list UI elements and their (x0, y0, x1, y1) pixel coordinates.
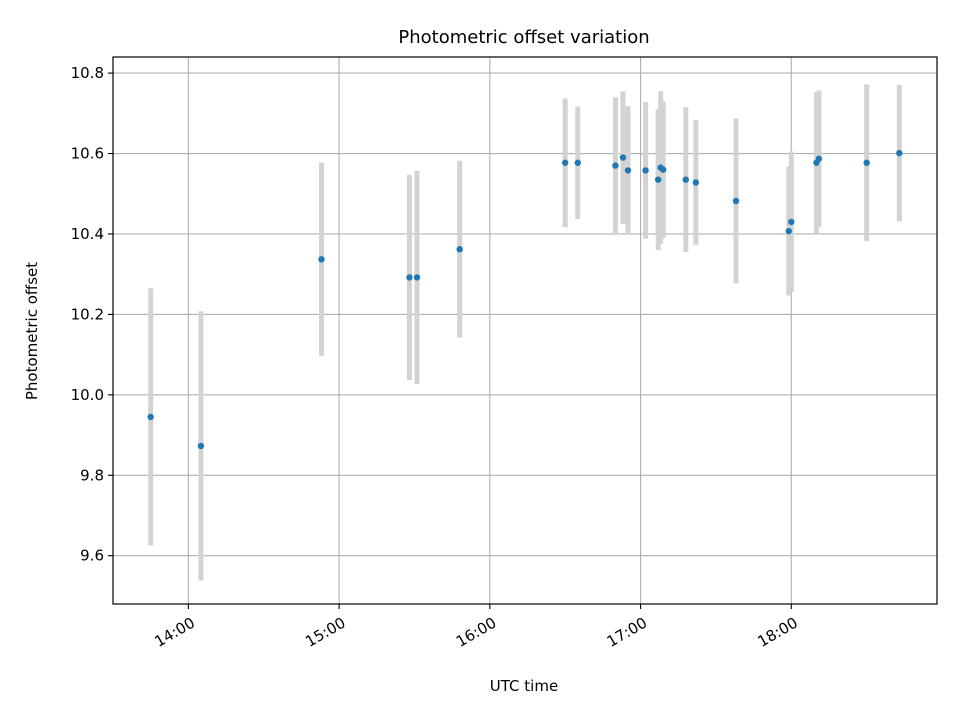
data-point (574, 159, 581, 166)
data-point (815, 155, 823, 162)
y-tick-label: 10.0 (71, 386, 104, 404)
y-axis-label: Photometric offset (23, 262, 41, 400)
x-tick-label: 17:00 (604, 614, 650, 651)
data-point (863, 159, 870, 166)
chart-title: Photometric offset variation (398, 27, 649, 48)
x-tick-label: 18:00 (754, 614, 800, 651)
data-point (619, 154, 627, 161)
y-tick-label: 10.2 (71, 305, 104, 323)
data-point (456, 246, 463, 253)
data-point (561, 159, 569, 166)
y-tick-label: 9.6 (80, 547, 104, 565)
y-tick-label: 10.4 (71, 225, 104, 243)
data-point (406, 274, 413, 281)
data-point (896, 149, 903, 157)
data-point (197, 442, 205, 450)
data-point (659, 166, 667, 173)
data-point (788, 218, 795, 226)
data-points (147, 149, 903, 450)
data-point (642, 167, 649, 174)
y-tick-label: 10.6 (71, 145, 104, 163)
error-bars (148, 84, 902, 581)
data-point (147, 413, 154, 421)
data-point (413, 274, 421, 281)
x-tick-label: 16:00 (453, 614, 499, 651)
y-tick-label: 9.8 (80, 466, 104, 484)
data-point (692, 179, 700, 186)
data-point (654, 176, 662, 183)
data-point (785, 227, 792, 235)
x-axis-label: UTC time (490, 677, 558, 695)
x-axis-ticks: 14:00 15:00 16:00 17:00 18:00 (152, 604, 801, 651)
plot-frame (112, 56, 938, 605)
x-tick-label: 14:00 (152, 614, 198, 651)
data-point (732, 197, 740, 205)
x-tick-label: 15:00 (302, 614, 348, 651)
data-point (682, 176, 689, 183)
data-point (612, 162, 619, 169)
data-point (624, 167, 632, 174)
y-tick-label: 10.8 (71, 64, 104, 82)
y-axis-ticks: 9.6 9.8 10.0 10.2 10.4 10.6 10.8 (71, 64, 113, 565)
data-point (318, 256, 325, 263)
grid (113, 57, 937, 604)
